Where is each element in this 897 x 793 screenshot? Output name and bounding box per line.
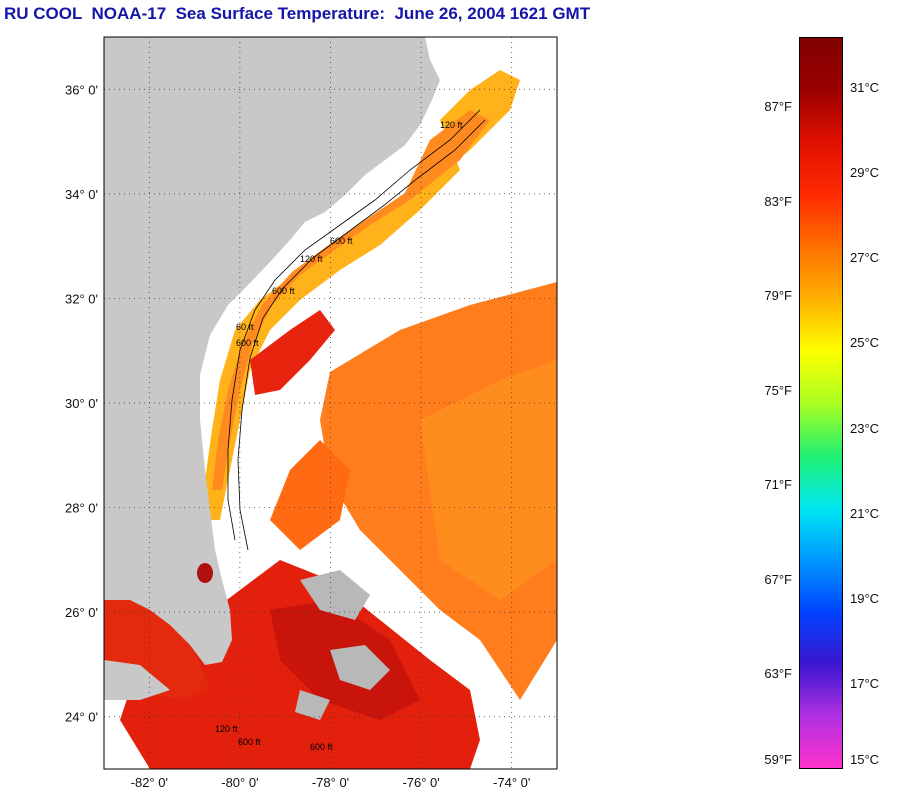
colorbar-fahrenheit-label: 79°F [764,288,792,304]
map-title: RU COOL NOAA-17 Sea Surface Temperature:… [4,4,591,23]
colorbar-fahrenheit-label: 63°F [764,666,792,682]
isobath-contour-600ft [237,119,486,551]
map-grid [104,37,557,769]
colorbar-celsius-label: 15°C [850,752,880,767]
isobath-label: 120 ft [440,120,463,130]
colorbar-fahrenheit-label: 67°F [764,571,792,587]
lat-tick-label: 32° 0' [65,291,98,306]
land-bahamas [295,570,390,720]
temperature-colorbar [799,37,843,769]
gulf-stream-core [270,440,350,550]
shelf-warm-band [212,110,490,490]
lat-tick-label: 30° 0' [65,396,98,411]
lon-tick-label: -78° 0' [312,775,349,790]
colorbar-celsius-label: 17°C [850,675,880,691]
map-axis-ticks: 36° 0' 34° 0' 32° 0' 30° 0' 28° 0' 26° 0' 24° … [65,82,530,790]
shelf-water [205,70,520,520]
isobath-label: 600 ft [272,286,295,296]
lat-tick-label: 36° 0' [65,82,98,97]
colorbar-fahrenheit-label: 71°F [764,477,792,493]
map-frame [103,36,558,770]
lon-tick-label: -82° 0' [131,775,168,790]
colorbar-fahrenheit-label: 59°F [764,752,792,767]
lat-tick-label: 24° 0' [65,710,98,725]
lat-tick-label: 26° 0' [65,605,98,620]
colorbar-celsius-label: 19°C [850,590,880,606]
colorbar-celsius-label: 21°C [850,505,880,521]
hot-water-north [250,310,335,395]
isobath-label: 60 ft [236,322,254,332]
lat-tick-label: 34° 0' [65,187,98,202]
colorbar-fahrenheit-label: 87°F [764,98,792,114]
lat-tick-label: 28° 0' [65,501,98,516]
isobath-label: 600 ft [238,737,261,747]
colorbar-fahrenheit-label: 83°F [764,193,792,209]
isobath-label: 120 ft [215,724,238,734]
land-us-coast [104,37,440,665]
offshore-warm-water-patch [420,360,557,600]
isobath-label: 120 ft [300,254,323,264]
isobath-label: 600 ft [236,338,259,348]
lon-tick-label: -76° 0' [402,775,439,790]
colorbar-celsius-label: 31°C [850,80,880,96]
land-keys [104,660,170,700]
isobath-contour-120ft [227,109,481,541]
lon-tick-label: -80° 0' [221,775,258,790]
colorbar-fahrenheit-label: 75°F [764,382,792,398]
colorbar-celsius-label: 25°C [850,335,880,351]
colorbar-celsius-label: 27°C [850,250,880,266]
isobath-label: 600 ft [330,236,353,246]
isobath-label: 600 ft [310,742,333,752]
colorbar-celsius-label: 23°C [850,420,880,436]
colorbar-celsius-label: 29°C [850,165,880,181]
lon-tick-label: -74° 0' [493,775,530,790]
lake-okeechobee [197,563,213,583]
